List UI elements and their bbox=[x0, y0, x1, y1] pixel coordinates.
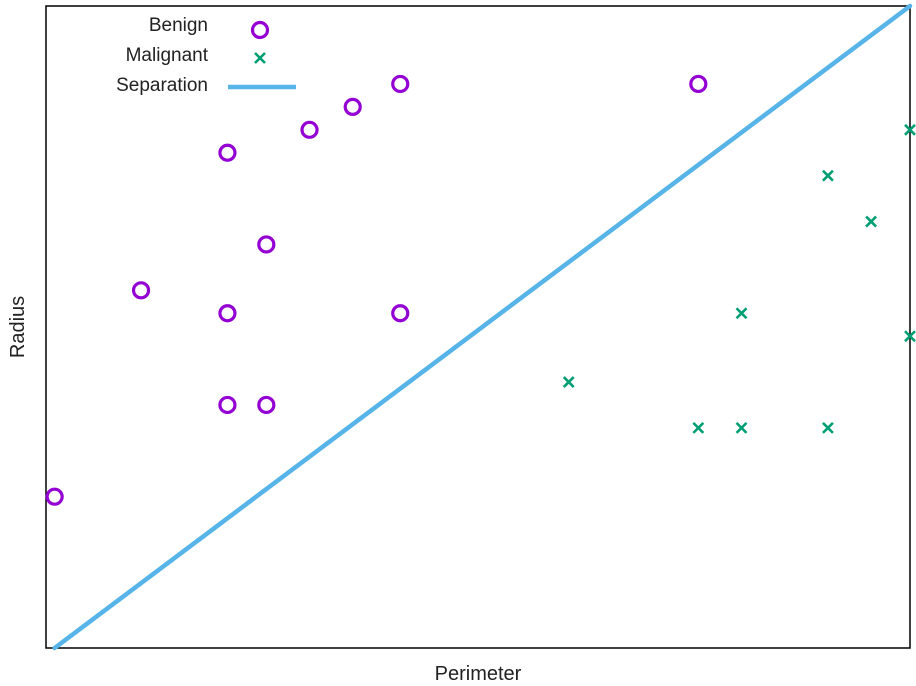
malignant-point-8 bbox=[904, 330, 916, 343]
benign-point-10 bbox=[391, 304, 410, 323]
malignant-point-4 bbox=[822, 421, 834, 434]
malignant-point-6 bbox=[865, 215, 878, 228]
malignant-point-1 bbox=[692, 421, 705, 434]
malignant-point-0 bbox=[562, 376, 575, 388]
malignant-point-7 bbox=[904, 123, 916, 136]
benign-point-3 bbox=[218, 304, 237, 323]
benign-point-8 bbox=[343, 97, 362, 116]
separation-line bbox=[52, 3, 913, 651]
benign-point-0 bbox=[45, 487, 64, 506]
legend-label-malignant: Malignant bbox=[126, 45, 209, 66]
benign-point-4 bbox=[218, 395, 237, 415]
legend-cross-symbol bbox=[254, 52, 266, 64]
legend-label-separation: Separation bbox=[116, 75, 208, 96]
benign-point-7 bbox=[300, 120, 319, 139]
legend: Benign Malignant Separation bbox=[116, 15, 296, 96]
legend-label-benign: Benign bbox=[149, 15, 208, 36]
plot-frame bbox=[45, 5, 911, 649]
malignant-point-3 bbox=[735, 307, 748, 320]
malignant-point-5 bbox=[822, 169, 834, 182]
benign-point-6 bbox=[257, 395, 276, 415]
legend-marker-benign bbox=[250, 20, 270, 40]
legend-circle-symbol bbox=[250, 20, 270, 40]
benign-point-1 bbox=[131, 281, 151, 300]
legend-marker-malignant bbox=[254, 52, 266, 64]
y-axis-label: Radius bbox=[7, 296, 29, 358]
x-axis-label: Perimeter bbox=[435, 663, 522, 685]
benign-point-2 bbox=[218, 143, 237, 162]
benign-point-5 bbox=[257, 235, 276, 254]
benign-point-11 bbox=[689, 74, 708, 94]
benign-point-9 bbox=[391, 74, 410, 94]
plot-layer bbox=[45, 3, 916, 651]
malignant-point-2 bbox=[735, 421, 748, 434]
